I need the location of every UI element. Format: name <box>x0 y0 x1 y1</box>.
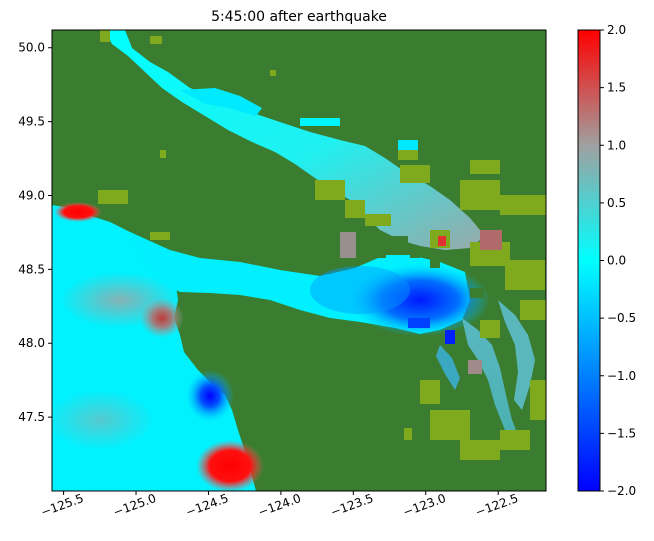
colorbar-tick-label: −1.0 <box>607 369 636 383</box>
colorbar-tick-label: 0.5 <box>607 196 626 210</box>
island-features <box>300 118 502 374</box>
puget-sound <box>462 318 520 446</box>
x-tick-label: −124.0 <box>256 491 303 519</box>
colorbar-tick-label: 1.0 <box>607 138 626 152</box>
strait-islands <box>356 226 484 298</box>
y-tick-label: 50.0 <box>18 41 45 55</box>
offshore-high <box>140 298 184 338</box>
coastal-high-south <box>196 440 264 491</box>
x-tick-label: −123.5 <box>329 491 376 519</box>
colorbar-tick-label: −2.0 <box>607 484 636 498</box>
offshore-grey-patch-2 <box>52 390 155 450</box>
y-tick-label: 48.0 <box>18 336 45 350</box>
puget-sound-east <box>498 300 535 410</box>
map-plot-area <box>52 30 546 491</box>
y-tick-label: 47.5 <box>18 410 45 424</box>
y-axis: 47.5 48.0 48.5 49.0 49.5 50.0 <box>18 41 52 424</box>
x-tick-label: −122.5 <box>474 491 521 519</box>
chart-title: 5:45:00 after earthquake <box>211 9 387 25</box>
colorbar-axis: −2.0 −1.5 −1.0 −0.5 0.0 0.5 1.0 1.5 2.0 <box>600 23 636 498</box>
y-tick-label: 48.5 <box>18 262 45 276</box>
x-tick-label: −125.0 <box>111 491 158 519</box>
colorbar-tick-label: −0.5 <box>607 311 636 325</box>
hood-canal <box>436 345 460 390</box>
x-tick-label: −125.5 <box>39 491 86 519</box>
y-tick-label: 49.0 <box>18 188 45 202</box>
juan-de-fuca-mid <box>310 266 410 314</box>
shallow-areas <box>98 30 546 460</box>
colorbar-tick-label: 0.0 <box>607 254 626 268</box>
coastal-high-north <box>54 202 102 222</box>
northern-inlet <box>180 88 262 116</box>
colorbar-tick-label: 2.0 <box>607 23 626 37</box>
colorbar-tick-label: 1.5 <box>607 81 626 95</box>
y-tick-label: 49.5 <box>18 115 45 129</box>
colorbar <box>577 29 601 492</box>
offshore-low <box>186 370 234 422</box>
juan-de-fuca-low <box>350 264 490 336</box>
strait-of-georgia <box>105 30 485 250</box>
plot-frame <box>51 29 547 492</box>
x-axis: −125.5 −125.0 −124.5 −124.0 −123.5 −123.0 −122… <box>39 491 520 519</box>
x-tick-label: −124.5 <box>184 491 231 519</box>
colorbar-tick-label: −1.5 <box>607 426 636 440</box>
x-tick-label: −123.0 <box>401 491 448 519</box>
